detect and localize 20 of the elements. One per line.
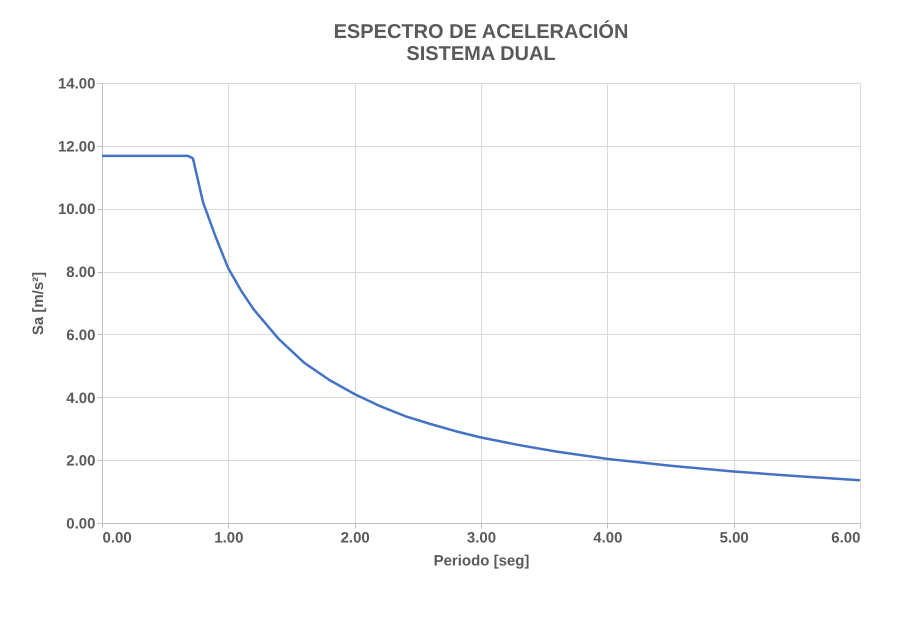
line-series [100, 154, 862, 482]
y-tick-label: 4.00 [66, 390, 96, 407]
y-axis-title: Sa [m/s²] [30, 272, 47, 336]
x-axis-title: Periodo [seg] [434, 552, 530, 570]
y-tick-label: 2.00 [66, 452, 96, 470]
y-tick-label: 10.00 [58, 201, 96, 218]
x-tick-label: 3.00 [466, 530, 496, 546]
x-tick-label: 0.00 [102, 530, 132, 546]
x-tick-label: 2.00 [340, 530, 370, 546]
y-tick-label: 14.00 [58, 76, 96, 92]
y-tick-label: 6.00 [66, 326, 96, 344]
text: SISTEMA DUAL [406, 43, 556, 65]
text: ESPECTRO DE ACELERACIÓN [334, 21, 628, 43]
x-tick-label: 1.00 [214, 530, 244, 546]
y-tick-label: 0.00 [66, 516, 96, 532]
y-tick-label: 8.00 [66, 264, 96, 282]
x-tick-label: 6.00 [831, 530, 860, 546]
x-tick-label: 5.00 [720, 530, 749, 546]
x-tick-label: 4.00 [593, 530, 622, 546]
y-tick-label: 12.00 [58, 138, 96, 156]
